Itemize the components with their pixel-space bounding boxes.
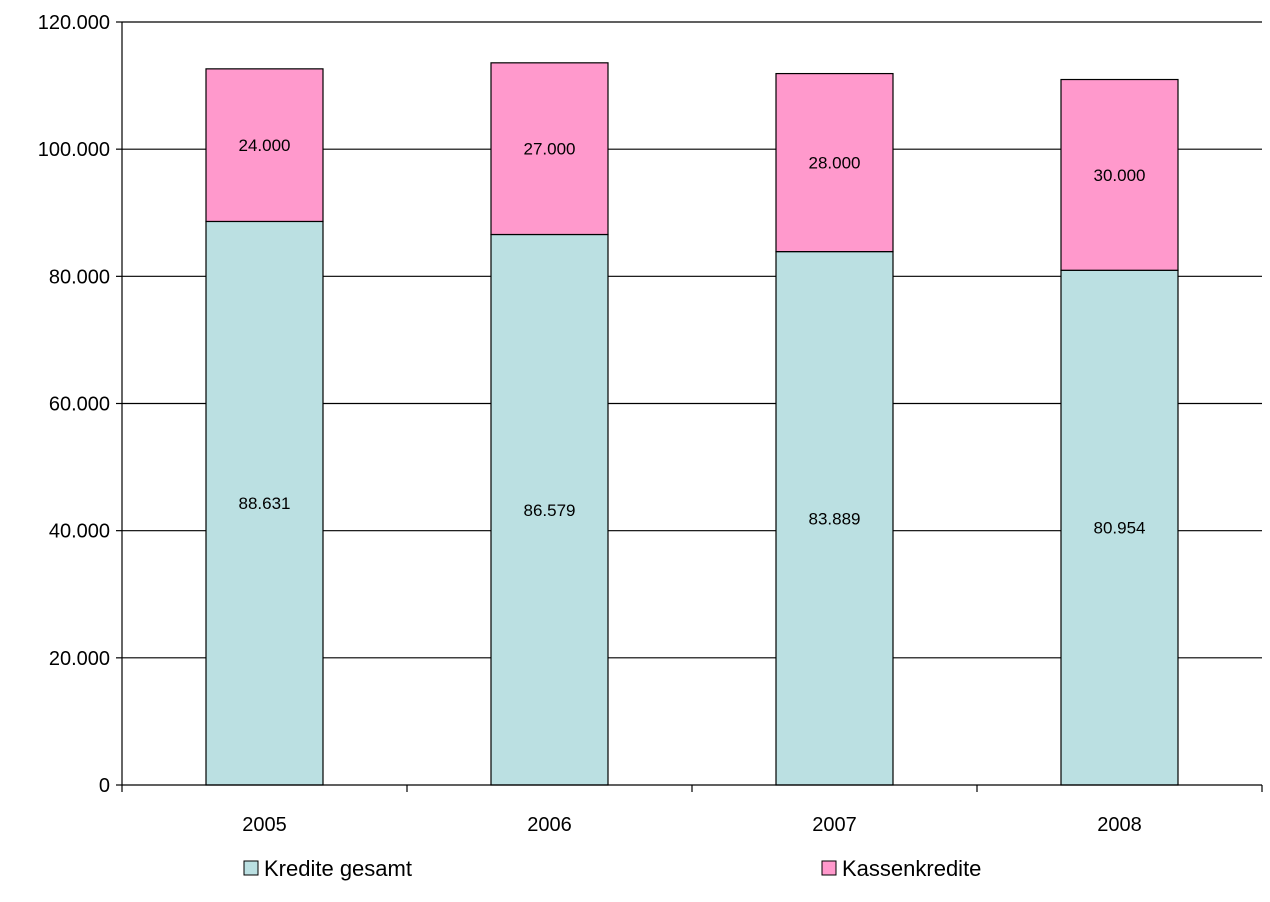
legend-swatch xyxy=(821,860,837,876)
x-tick-label: 2008 xyxy=(1097,814,1142,836)
y-tick-label: 0 xyxy=(99,775,110,797)
legend-label: Kredite gesamt xyxy=(264,856,412,881)
data-label: 88.631 xyxy=(239,494,291,513)
legend-swatch xyxy=(243,860,259,876)
y-tick-label: 100.000 xyxy=(38,139,110,161)
labels: 0 20.000 40.000 60.000 80.000 100.000 120.000 8… xyxy=(38,12,1146,836)
axes xyxy=(116,21,1263,792)
data-label: 86.579 xyxy=(524,501,576,520)
y-tick-label: 80.000 xyxy=(49,266,110,288)
bar-kredite-gesamt-2006 xyxy=(490,233,609,786)
bar-kassenkredite-2007 xyxy=(775,72,894,253)
x-tick-label: 2006 xyxy=(527,814,572,836)
bar-kassenkredite-2005 xyxy=(205,68,324,223)
y-tick-label: 120.000 xyxy=(38,12,110,34)
data-label: 28.000 xyxy=(809,154,861,173)
data-label: 80.954 xyxy=(1094,519,1146,538)
data-label: 83.889 xyxy=(809,509,861,528)
y-tick-label: 40.000 xyxy=(49,521,110,543)
x-tick-label: 2007 xyxy=(812,814,857,836)
bar-kassenkredite-2006 xyxy=(490,62,609,236)
bar-kredite-gesamt-2007 xyxy=(775,251,894,786)
bar-kassenkredite-2008 xyxy=(1060,78,1179,271)
x-tick-label: 2005 xyxy=(242,814,287,836)
y-tick-label: 20.000 xyxy=(49,648,110,670)
data-label: 27.000 xyxy=(524,140,576,159)
bars xyxy=(205,62,1179,786)
data-label: 30.000 xyxy=(1094,166,1146,185)
data-label: 24.000 xyxy=(239,136,291,155)
legend: Kredite gesamt Kassenkredite xyxy=(243,856,981,881)
y-tick-label: 60.000 xyxy=(49,394,110,416)
legend-label: Kassenkredite xyxy=(842,856,981,881)
bar-kredite-gesamt-2008 xyxy=(1060,269,1179,786)
